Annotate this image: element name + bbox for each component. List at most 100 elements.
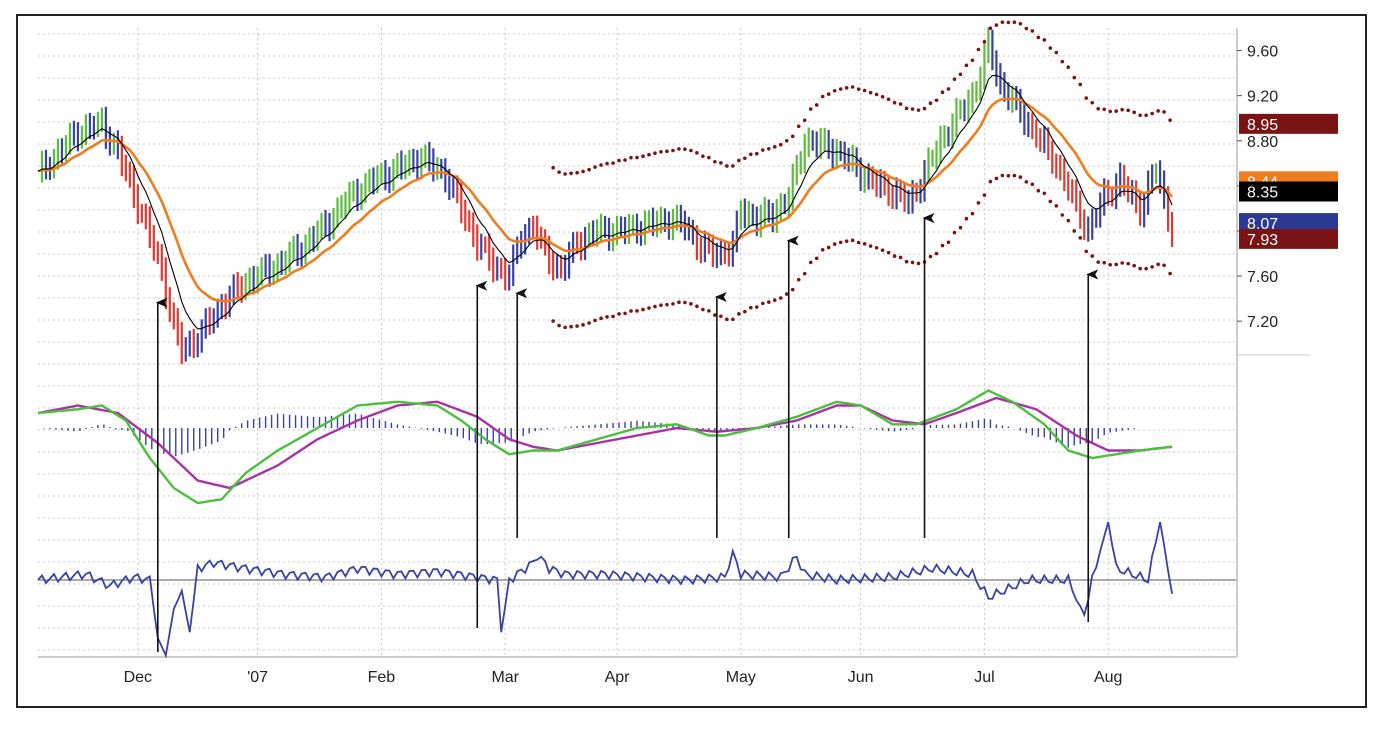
lower-band-dot: [1024, 180, 1029, 184]
upper-band-dot: [1012, 20, 1017, 25]
lower-band-dot: [731, 317, 735, 322]
date-tick-label: '07: [247, 669, 268, 686]
lower-band-dot: [844, 239, 849, 243]
upper-band-dot: [1066, 65, 1071, 70]
lower-band-dot: [1162, 263, 1166, 268]
lower-band-dot: [713, 313, 717, 317]
lower-band-dot: [671, 302, 675, 306]
lower-band-dot: [683, 300, 687, 305]
upper-band-dot: [1006, 20, 1011, 25]
price-badge: 7.93: [1239, 228, 1338, 249]
lower-band-dot: [695, 304, 699, 309]
upper-band-dot: [934, 98, 939, 103]
lower-band-dot: [737, 312, 741, 316]
upper-band-dot: [1168, 118, 1172, 122]
signal-line: [37, 396, 1173, 490]
upper-band-dot: [1132, 110, 1136, 115]
upper-band-dot: [1054, 50, 1059, 55]
upper-band-dot: [922, 106, 927, 111]
lower-band-dot: [1012, 173, 1017, 178]
lower-band-dot: [1042, 191, 1047, 196]
slow-moving-average-line: [37, 97, 1174, 303]
upper-band-dot: [1096, 106, 1101, 111]
lower-band-dot: [743, 309, 747, 314]
lower-band-dot: [725, 317, 729, 322]
upper-band-dot: [928, 101, 933, 105]
upper-band-dot: [647, 152, 651, 157]
upper-band-dot: [1102, 107, 1107, 112]
date-tick-label: Dec: [124, 669, 152, 686]
lower-band-dot: [1066, 218, 1071, 223]
lower-band-dot: [611, 314, 615, 319]
lower-band-dot: [1096, 260, 1101, 264]
lower-band-dot: [569, 324, 573, 329]
lower-band-dot: [856, 240, 861, 245]
upper-band-dot: [868, 90, 873, 95]
lower-band-dot: [581, 323, 585, 327]
lower-band-dot: [958, 225, 963, 230]
upper-band-dot: [1150, 111, 1154, 116]
upper-band-dot: [1000, 20, 1005, 25]
upper-band-dot: [1018, 21, 1023, 26]
upper-band-dot: [563, 172, 567, 176]
lower-band-dot: [952, 230, 957, 235]
lower-band-dot: [557, 323, 561, 328]
lower-band-dot: [946, 240, 951, 245]
upper-band-dot: [1162, 110, 1166, 114]
upper-band-dot: [683, 147, 687, 151]
upper-band-dot: [557, 170, 561, 174]
upper-band-dot: [856, 87, 861, 91]
lower-band-dot: [599, 316, 603, 321]
price-tick-label: 7.20: [1247, 314, 1278, 331]
fast-moving-average-line: [37, 74, 1173, 330]
upper-band-dot: [737, 158, 741, 163]
lower-band-dot: [910, 260, 915, 265]
lower-band-dot: [820, 248, 825, 252]
upper-band-dot: [874, 92, 879, 97]
lower-band-dot: [1084, 249, 1089, 254]
upper-band-dot: [826, 92, 831, 96]
lower-band-dot: [982, 193, 987, 197]
upper-band-dot: [1072, 75, 1077, 80]
lower-band-dot: [808, 260, 813, 265]
upper-band-dot: [617, 158, 621, 163]
price-badge-text: 8.35: [1247, 185, 1278, 202]
lower-band-dot: [868, 244, 873, 248]
price-tick-label: 9.20: [1247, 89, 1278, 106]
upper-band-dot: [814, 103, 819, 107]
date-tick-label: Mar: [491, 669, 519, 686]
price-badge: 8.95: [1239, 113, 1338, 134]
upper-band-dot: [1036, 35, 1041, 40]
lower-band-dot: [802, 271, 807, 276]
upper-band-dot: [593, 165, 597, 169]
lower-band-dot: [719, 314, 723, 319]
lower-band-dot: [964, 216, 969, 221]
upper-band-dot: [653, 151, 657, 155]
lower-band-dot: [659, 303, 663, 308]
lower-band-dot: [1120, 261, 1124, 265]
upper-band-dot: [970, 58, 975, 63]
upper-band-dot: [551, 165, 555, 170]
upper-band-dot: [695, 151, 699, 155]
lower-band-dot: [1078, 236, 1083, 240]
lower-band-dot: [755, 305, 759, 309]
lower-band-dot: [749, 305, 753, 310]
upper-band-dot: [677, 147, 681, 151]
upper-band-dot: [844, 86, 849, 90]
upper-band-dot: [1144, 113, 1148, 118]
upper-band-dot: [778, 142, 783, 147]
price-tick-label: 9.60: [1247, 44, 1278, 61]
upper-band-dot: [1084, 96, 1089, 100]
upper-band-dot: [964, 63, 969, 68]
lower-band-dot: [892, 254, 897, 258]
lower-band-dot: [641, 307, 645, 312]
lower-band-dot: [826, 245, 831, 250]
upper-band-dot: [1030, 29, 1035, 33]
upper-band-dot: [671, 148, 675, 153]
upper-band-dot: [988, 26, 993, 31]
lower-band-dot: [605, 315, 609, 319]
lower-band-dot: [1144, 266, 1148, 271]
date-tick-label: Feb: [368, 669, 396, 686]
price-tick-label: 7.60: [1247, 269, 1278, 286]
